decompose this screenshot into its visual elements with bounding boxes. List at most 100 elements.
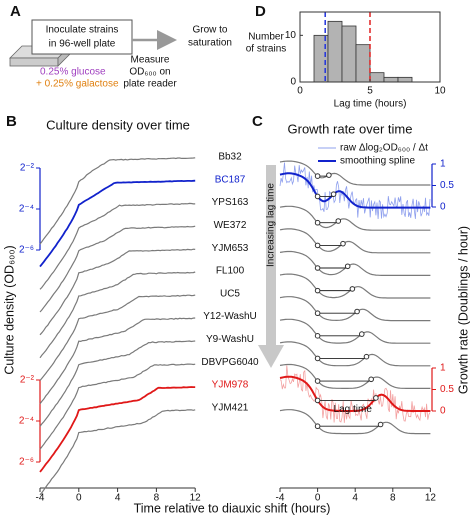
lag-marker (314, 173, 321, 179)
histogram-bar (341, 25, 357, 83)
grow-text: Grow to (192, 25, 227, 36)
lag-marker (377, 421, 384, 428)
x-tick-label: 0 (297, 86, 303, 97)
lag-marker (314, 219, 321, 226)
lag-marker (314, 333, 321, 339)
lag-arrow-head (258, 345, 284, 368)
lag-marker (314, 378, 321, 384)
panel-title: Growth rate over time (288, 121, 413, 136)
x-axis-label: Time relative to diauxic shift (hours) (134, 501, 331, 515)
y-tick-label: 10 (285, 30, 297, 41)
density-curve (39, 409, 196, 496)
lag-marker (349, 286, 356, 292)
x-tick-label: 0 (315, 493, 321, 504)
x-tick-label: 12 (190, 493, 202, 504)
density-curve (39, 271, 196, 359)
y-tick-label: 0 (440, 406, 446, 417)
arrow-label: Increasing lag time (266, 183, 277, 267)
density-curve (39, 363, 196, 450)
strain-label: YJM421 (212, 402, 249, 413)
box-text: Inoculate strains (46, 25, 119, 36)
galactose-text: + 0.25% galactose (36, 79, 119, 90)
strain-label: UC5 (220, 288, 240, 299)
x-tick-label: 4 (352, 493, 358, 504)
density-curve (39, 317, 196, 405)
x-tick-label: -4 (36, 493, 45, 504)
y-tick-label: 0 (290, 77, 296, 88)
x-tick-label: 0 (76, 493, 82, 504)
x-tick-label: 10 (434, 86, 446, 97)
x-tick-label: 8 (390, 493, 396, 504)
rate-curve (279, 409, 431, 435)
strain-label: YJM653 (212, 243, 249, 254)
x-tick-label: -4 (276, 493, 285, 504)
y-tick-label: 2⁻² (20, 163, 35, 174)
strain-label: FL100 (216, 266, 245, 277)
lag-marker (344, 263, 351, 270)
legend-label: raw Δlog₂OD₆₀₀ / Δt (340, 143, 428, 154)
measure-text: OD₆₀₀ on (129, 67, 170, 78)
rate-curve (279, 160, 431, 186)
strain-label: WE372 (214, 220, 247, 231)
strain-label: Bb32 (218, 152, 242, 163)
y-tick-label: 0 (440, 202, 446, 213)
raw-rate-curve (279, 162, 431, 220)
x-tick-label: 12 (425, 493, 437, 504)
lag-marker (314, 423, 321, 430)
y-tick-label: 2⁻⁴ (19, 204, 34, 215)
y-tick-label: 0.5 (440, 180, 454, 191)
annotation: Lag time (334, 404, 373, 415)
density-curve (39, 225, 196, 313)
y-axis-label: Growth rate (Doublings / hour) (456, 226, 470, 394)
grow-text: saturation (188, 38, 232, 49)
rate-curve (279, 250, 431, 276)
y-tick-label: 1 (440, 159, 446, 170)
panel-label: A (10, 3, 21, 20)
rate-curve (279, 375, 431, 412)
measure-text: Measure (131, 55, 170, 66)
y-tick-label: 2⁻⁶ (19, 245, 34, 256)
histogram-bar (397, 76, 413, 83)
y-tick-label: 2⁻² (20, 375, 35, 386)
strain-label: BC187 (215, 174, 246, 185)
lag-marker (330, 191, 337, 197)
histogram-bar (313, 34, 329, 83)
y-tick-label: 2⁻⁶ (19, 457, 34, 468)
rate-curve (279, 273, 431, 299)
x-tick-label: 4 (115, 493, 121, 504)
lag-arrow-shaft (266, 165, 276, 345)
histogram-bar (355, 44, 371, 83)
lag-marker (326, 172, 332, 178)
density-curve (39, 294, 196, 381)
rate-curve (279, 363, 431, 389)
panel-label: D (255, 3, 266, 20)
lag-marker (314, 265, 321, 271)
histogram-bar (369, 72, 385, 83)
lag-marker (354, 308, 360, 315)
panel-label: C (252, 113, 263, 130)
lag-marker (363, 353, 370, 360)
y-axis-label: Number (248, 32, 284, 43)
rate-curve (279, 205, 431, 231)
lag-marker (340, 240, 346, 247)
measure-text: plate reader (123, 79, 177, 90)
lag-marker (314, 193, 321, 200)
x-axis-label: Lag time (hours) (334, 99, 407, 110)
density-curve (39, 340, 196, 427)
box-text: in 96-well plate (49, 39, 116, 50)
rate-curve (279, 172, 431, 209)
plate-box (31, 19, 133, 55)
strain-label: Y9-WashU (206, 334, 254, 345)
lag-marker (368, 376, 374, 383)
density-curve (39, 386, 196, 473)
y-tick-label: 0.5 (440, 384, 454, 395)
lag-marker (314, 310, 321, 317)
panel-title: Culture density over time (46, 117, 190, 132)
rate-curve (279, 228, 431, 254)
glucose-text: 0.25% glucose (40, 67, 106, 78)
lag-marker (373, 395, 379, 401)
lag-marker (314, 242, 321, 249)
y-axis-label: Culture density (OD₆₀₀) (2, 245, 16, 374)
density-curve (39, 157, 196, 245)
